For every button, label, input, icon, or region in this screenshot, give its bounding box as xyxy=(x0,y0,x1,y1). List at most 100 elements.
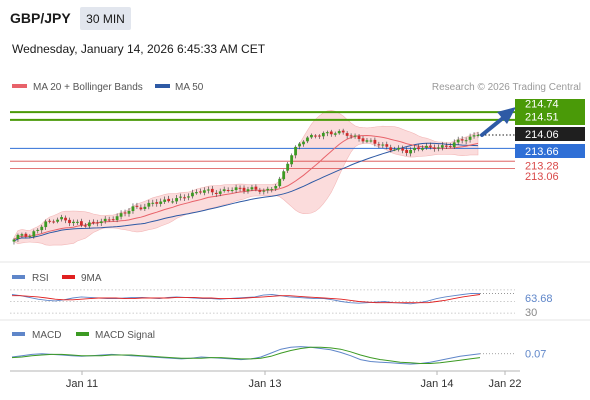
candle-body xyxy=(345,133,349,136)
candle-body xyxy=(317,135,321,137)
candle-body xyxy=(250,187,254,190)
candle-body xyxy=(171,201,175,203)
candle-body xyxy=(286,163,290,171)
candle-body xyxy=(111,219,115,221)
rsi-panel: 63.68 30 xyxy=(10,289,553,319)
candle-body xyxy=(107,219,111,221)
time-axis: Jan 11 Jan 13 Jan 14 Jan 22 xyxy=(66,371,522,390)
target-price-label: 214.51 xyxy=(525,112,559,124)
macd-legend-label: MACD xyxy=(32,330,61,341)
candle-body xyxy=(202,190,206,193)
candle-body xyxy=(266,188,270,191)
candle-body xyxy=(321,132,325,137)
candle-body xyxy=(385,144,389,147)
pivot-price-label: 213.66 xyxy=(525,146,559,158)
timeframe-badge[interactable] xyxy=(80,7,131,30)
candle-body xyxy=(48,220,52,222)
candle-body xyxy=(234,187,238,191)
candle-body xyxy=(68,219,71,224)
candle-body xyxy=(187,196,190,198)
candle-body xyxy=(393,149,397,151)
candle-body xyxy=(246,189,250,192)
candle-body xyxy=(254,186,258,190)
candle-body xyxy=(167,198,171,202)
candle-body xyxy=(369,140,373,142)
level-lines xyxy=(10,111,515,170)
pivot-price-box xyxy=(515,144,585,158)
candle-body xyxy=(214,192,218,195)
candle-body xyxy=(155,202,159,204)
time-axis-label: Jan 22 xyxy=(488,378,521,390)
rsi-line xyxy=(11,292,481,305)
timeframe-label: 30 MIN xyxy=(86,12,125,26)
macd-signal-legend-swatch xyxy=(76,332,89,336)
candle-body xyxy=(278,178,282,187)
candle-body xyxy=(143,206,147,209)
forecast-arrow-shaft xyxy=(480,116,505,137)
rsi-ma-legend-label: 9MA xyxy=(81,273,102,284)
candle-body xyxy=(397,147,401,150)
candle-body xyxy=(377,144,381,146)
candle-body xyxy=(262,190,266,192)
candle-body xyxy=(432,147,436,149)
target-price-box xyxy=(515,99,585,108)
candle-body xyxy=(401,148,405,151)
forecast-arrow-head xyxy=(497,107,516,124)
candle-body xyxy=(91,221,95,223)
candle-body xyxy=(333,133,337,135)
time-axis-label: Jan 14 xyxy=(420,378,453,390)
target-price-box xyxy=(515,108,585,125)
candle-body xyxy=(290,155,294,165)
candle-body xyxy=(314,135,317,137)
ma50-legend-swatch xyxy=(155,84,170,88)
candle-body xyxy=(127,210,131,214)
candle-body xyxy=(373,139,377,144)
candle-body xyxy=(436,147,440,149)
candle-body xyxy=(409,149,412,154)
candle-body xyxy=(361,138,365,142)
candle-body xyxy=(226,189,230,191)
candle-body xyxy=(60,217,63,220)
candle-body xyxy=(95,222,99,224)
candle-body xyxy=(131,206,135,212)
candle-body xyxy=(28,235,32,237)
candle-body xyxy=(302,141,305,145)
candle-body xyxy=(147,202,151,207)
candle-body xyxy=(191,192,194,197)
rsi-level-label: 30 xyxy=(525,307,537,319)
rsi-legend-label: RSI xyxy=(32,273,49,284)
candle-body xyxy=(76,221,79,223)
candle-body xyxy=(448,146,452,148)
candle-body xyxy=(175,198,178,202)
candle-body xyxy=(341,130,345,133)
candle-body xyxy=(222,189,226,191)
candle-body xyxy=(282,171,286,180)
support-price-label: 213.06 xyxy=(525,171,559,183)
candle-body xyxy=(270,189,274,191)
candle-body xyxy=(163,199,167,202)
candle-body xyxy=(179,196,182,198)
candle-body xyxy=(210,188,214,193)
candle-body xyxy=(242,187,246,191)
candle-body xyxy=(56,219,60,222)
time-axis-label: Jan 13 xyxy=(248,378,281,390)
macd-panel: 0.07 xyxy=(11,346,546,365)
candle-body xyxy=(421,148,424,150)
candle-body xyxy=(16,234,20,240)
current-price-box xyxy=(515,127,585,141)
datetime-label: Wednesday, January 14, 2026 6:45:33 AM C… xyxy=(12,42,266,56)
candle-body xyxy=(365,140,369,142)
candle-body xyxy=(103,218,107,222)
candle-body xyxy=(20,234,24,236)
candles xyxy=(12,128,480,245)
candle-body xyxy=(274,185,278,189)
candle-body xyxy=(294,146,297,156)
candle-body xyxy=(325,132,329,134)
rsi-value-label: 63.68 xyxy=(525,293,553,305)
candle-body xyxy=(238,187,242,189)
candle-body xyxy=(310,134,313,138)
target-price-label: 214.74 xyxy=(525,99,559,111)
candle-body xyxy=(456,139,460,143)
